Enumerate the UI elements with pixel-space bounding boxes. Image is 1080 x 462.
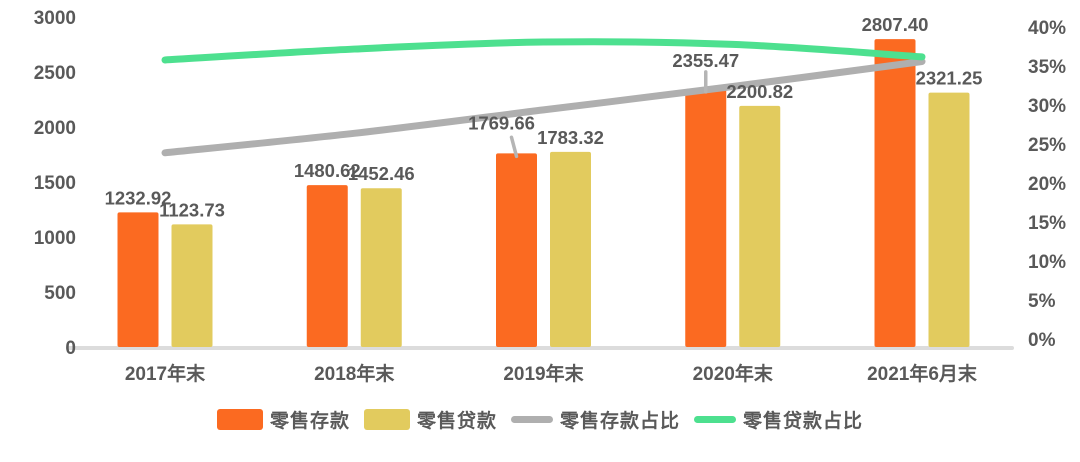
legend-swatch-deposits-bar [216, 409, 263, 430]
right-axis-tick: 40% [1028, 18, 1066, 39]
data-label-deposits: 2807.40 [862, 14, 929, 35]
data-label-loans: 2321.25 [916, 68, 983, 89]
right-axis-tick: 20% [1028, 174, 1066, 195]
line-loan-ratio [161, 38, 926, 64]
legend-item-loans: 零售贷款 [363, 406, 497, 433]
right-axis-tick: 10% [1028, 252, 1066, 273]
data-label-deposits: 1769.66 [468, 112, 535, 133]
legend-item-loan-ratio: 零售贷款占比 [694, 406, 863, 433]
legend-item-deposits: 零售存款 [216, 406, 350, 433]
left-axis-tick: 3000 [34, 8, 76, 29]
right-axis-tick: 30% [1028, 96, 1066, 117]
data-label-loans: 1123.73 [159, 199, 225, 220]
bar-deposits-2017年末 [117, 212, 159, 347]
bar-deposits-2019年末 [496, 153, 537, 347]
left-axis-tick: 500 [44, 283, 76, 304]
right-axis-tick: 25% [1028, 135, 1066, 156]
bar-loans-2021年6月末 [928, 92, 970, 347]
x-axis-label: 2021年6月末 [867, 362, 978, 385]
bar-deposits-2020年末 [685, 88, 727, 347]
label-leader-line [509, 135, 519, 159]
legend-label-loan-ratio: 零售贷款占比 [743, 411, 864, 432]
x-axis-label: 2019年末 [503, 362, 584, 385]
bar-deposits-2021年6月末 [874, 39, 916, 347]
left-axis-tick: 2500 [34, 63, 76, 84]
data-label-loans: 1783.32 [537, 127, 604, 148]
right-axis-tick: 35% [1028, 57, 1066, 78]
bar-loans-2020年末 [739, 105, 781, 348]
data-label-deposits: 1480.62 [294, 160, 361, 181]
legend-item-deposit-ratio: 零售存款占比 [511, 406, 680, 433]
left-axis-tick: 1000 [34, 228, 76, 249]
bar-deposits-2018年末 [306, 185, 348, 347]
data-label-loans: 2200.82 [726, 81, 793, 102]
legend-label-deposit-ratio: 零售存款占比 [560, 411, 681, 432]
left-axis-tick: 2000 [34, 118, 76, 139]
line-deposit-ratio [161, 58, 926, 157]
x-axis-label: 2017年末 [125, 362, 206, 385]
data-label-deposits: 2355.47 [672, 50, 739, 71]
legend-swatch-loan-ratio-line [694, 416, 737, 423]
right-axis-tick: 5% [1028, 291, 1056, 312]
right-axis-tick: 15% [1028, 213, 1066, 234]
legend-label-deposits: 零售存款 [269, 411, 350, 432]
legend-swatch-deposit-ratio-line [511, 416, 553, 423]
x-axis-label: 2020年末 [693, 362, 774, 385]
data-label-loans: 1452.46 [348, 163, 415, 184]
data-label-deposits: 1232.92 [105, 187, 172, 208]
right-axis-tick: 0% [1028, 330, 1056, 351]
bar-loans-2019年末 [550, 151, 591, 347]
left-axis-tick: 1500 [34, 173, 76, 194]
legend-label-loans: 零售贷款 [416, 411, 497, 432]
left-axis-tick: 0 [65, 338, 76, 359]
x-axis-label: 2018年末 [314, 362, 395, 385]
chart-legend: 零售存款 零售贷款 零售存款占比 零售贷款占比 [0, 406, 1080, 433]
bar-loans-2017年末 [171, 224, 213, 347]
legend-swatch-loans-bar [363, 409, 410, 430]
bar-loans-2018年末 [360, 188, 402, 347]
